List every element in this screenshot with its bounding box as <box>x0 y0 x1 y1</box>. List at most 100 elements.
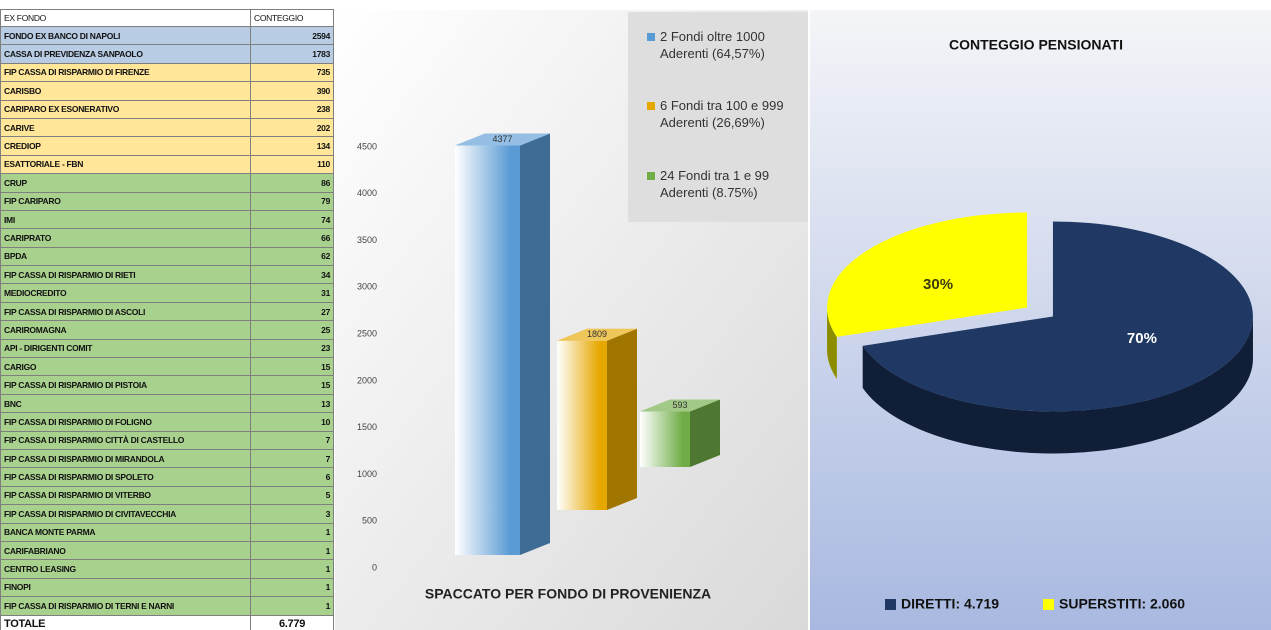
table-cell: CARIPARO EX ESONERATIVO <box>0 99 251 119</box>
y-tick-label: 1500 <box>357 422 377 432</box>
table-row: FINOPI 1 <box>0 577 334 598</box>
table-row: FONDO EX BANCO DI NAPOLI 2594 <box>0 25 334 46</box>
chart-title: CONTEGGIO PENSIONATI <box>949 37 1123 53</box>
bar-front <box>455 145 520 556</box>
y-tick-label: 500 <box>362 516 377 526</box>
slice-side-shade <box>827 307 837 379</box>
table-cell: CARIFABRIANO <box>0 540 251 561</box>
total-cell: 6.779 <box>250 614 334 630</box>
slice-side <box>827 307 837 379</box>
y-tick-label: 4000 <box>357 188 377 198</box>
table-row: FIP CASSA DI RISPARMIO DI MIRANDOLA 7 <box>0 448 334 469</box>
slice-side <box>862 316 1253 454</box>
table-row: CARISBO 390 <box>0 81 334 101</box>
table-cell: FIP CASSA DI RISPARMIO DI RIETI <box>0 265 251 285</box>
table-cell: 390 <box>250 81 334 101</box>
table-row: ESATTORIALE - FBN 110 <box>0 154 334 175</box>
table-cell: 15 <box>250 357 334 377</box>
bar-top <box>455 133 550 146</box>
table-cell: FIP CASSA DI RISPARMIO DI MIRANDOLA <box>0 448 251 469</box>
table-cell: 5 <box>250 485 334 506</box>
legend-label: SUPERSTITI: 2.060 <box>1059 596 1185 612</box>
fund-table: EX FONDO CONTEGGIO FONDO EX BANCO DI NAPOL… <box>0 9 334 630</box>
table-row: CARIVE 202 <box>0 117 334 138</box>
table-cell: CARIGO <box>0 357 251 377</box>
table-row: CARIPARO EX ESONERATIVO 238 <box>0 99 334 119</box>
header-cell: CONTEGGIO <box>250 9 334 27</box>
bar-top <box>640 399 720 412</box>
table-row: CENTRO LEASING 1 <box>0 559 334 579</box>
table-row: FIP CASSA DI RISPARMIO DI FIRENZE 735 <box>0 62 334 83</box>
y-tick-label: 2500 <box>357 328 377 338</box>
bar-side-shade <box>520 133 550 556</box>
table-cell: FIP CASSA DI RISPARMIO DI FOLIGNO <box>0 412 251 432</box>
legend-swatch <box>647 172 655 180</box>
table-cell: CASSA DI PREVIDENZA SANPAOLO <box>0 44 251 64</box>
table-row: CARIFABRIANO 1 <box>0 540 334 561</box>
bar-front <box>640 411 690 467</box>
table-cell: 79 <box>250 191 334 211</box>
table-cell: 25 <box>250 320 334 340</box>
table-cell: FIP CASSA DI RISPARMIO CITTÀ DI CASTELLO <box>0 430 251 450</box>
table-row: CARIPRATO 66 <box>0 228 334 248</box>
table-cell: 10 <box>250 412 334 432</box>
table-row: FIP CASSA DI RISPARMIO DI VITERBO 5 <box>0 485 334 506</box>
table-cell: 3 <box>250 504 334 524</box>
data-label: 593 <box>672 400 687 410</box>
table-cell: 15 <box>250 375 334 395</box>
slice-side-shade <box>862 316 1253 454</box>
table-cell: FIP CASSA DI RISPARMIO DI TERNI E NARNI <box>0 596 251 616</box>
table-row: CASSA DI PREVIDENZA SANPAOLO 1783 <box>0 44 334 64</box>
table-cell: BANCA MONTE PARMA <box>0 522 251 542</box>
table-cell: 1783 <box>250 44 334 64</box>
table-cell: 74 <box>250 209 334 230</box>
table-cell: 1 <box>250 577 334 598</box>
total-row: TOTALE 6.779 <box>0 614 334 630</box>
table-cell: 2594 <box>250 25 334 46</box>
legend-swatch <box>647 33 655 41</box>
table-cell: ESATTORIALE - FBN <box>0 154 251 175</box>
legend-label: 6 Fondi tra 100 e 999 Aderenti (26,69%) <box>660 98 784 130</box>
table-row: API - DIRIGENTI COMIT 23 <box>0 338 334 359</box>
legend-entry: 6 Fondi tra 100 e 999 Aderenti (26,69%) <box>647 97 815 131</box>
table-cell: BNC <box>0 393 251 414</box>
y-tick-label: 4500 <box>357 141 377 151</box>
table-cell: 23 <box>250 338 334 359</box>
table-row: CARIROMAGNA 25 <box>0 320 334 340</box>
table-row: FIP CASSA DI RISPARMIO CITTÀ DI CASTELLO… <box>0 430 334 450</box>
bar-side <box>607 328 637 510</box>
table-cell: CRUP <box>0 173 251 193</box>
table-cell: 1 <box>250 522 334 542</box>
table-row: BPDA 62 <box>0 246 334 267</box>
y-tick-label: 1000 <box>357 469 377 479</box>
table-cell: 6 <box>250 467 334 487</box>
table-cell: FINOPI <box>0 577 251 598</box>
data-label: 30% <box>923 276 953 293</box>
table-cell: FIP CARIPARO <box>0 191 251 211</box>
legend-label: 24 Fondi tra 1 e 99 Aderenti (8.75%) <box>660 168 770 200</box>
table-cell: 1 <box>250 540 334 561</box>
table-row: BNC 13 <box>0 393 334 414</box>
y-tick-label: 0 <box>372 562 377 572</box>
y-tick-label: 3500 <box>357 235 377 245</box>
table-cell: MEDIOCREDITO <box>0 283 251 303</box>
bar-top-shade <box>455 133 550 146</box>
bar-side <box>520 133 550 556</box>
bar-side <box>690 399 720 467</box>
table-cell: 27 <box>250 301 334 322</box>
table-cell: 13 <box>250 393 334 414</box>
header-cell: EX FONDO <box>0 9 251 27</box>
table-cell: 86 <box>250 173 334 193</box>
table-row: FIP CASSA DI RISPARMIO DI PISTOIA 15 <box>0 375 334 395</box>
slice <box>862 221 1253 412</box>
slice <box>827 212 1028 337</box>
table-cell: API - DIRIGENTI COMIT <box>0 338 251 359</box>
legend-entry: 2 Fondi oltre 1000 Aderenti (64,57%) <box>647 28 815 62</box>
data-label: 1809 <box>587 329 607 339</box>
table-cell: 735 <box>250 62 334 83</box>
data-label: 4377 <box>492 134 512 144</box>
table-cell: 34 <box>250 265 334 285</box>
table-cell: 62 <box>250 246 334 267</box>
header-row: EX FONDO CONTEGGIO <box>0 9 334 27</box>
